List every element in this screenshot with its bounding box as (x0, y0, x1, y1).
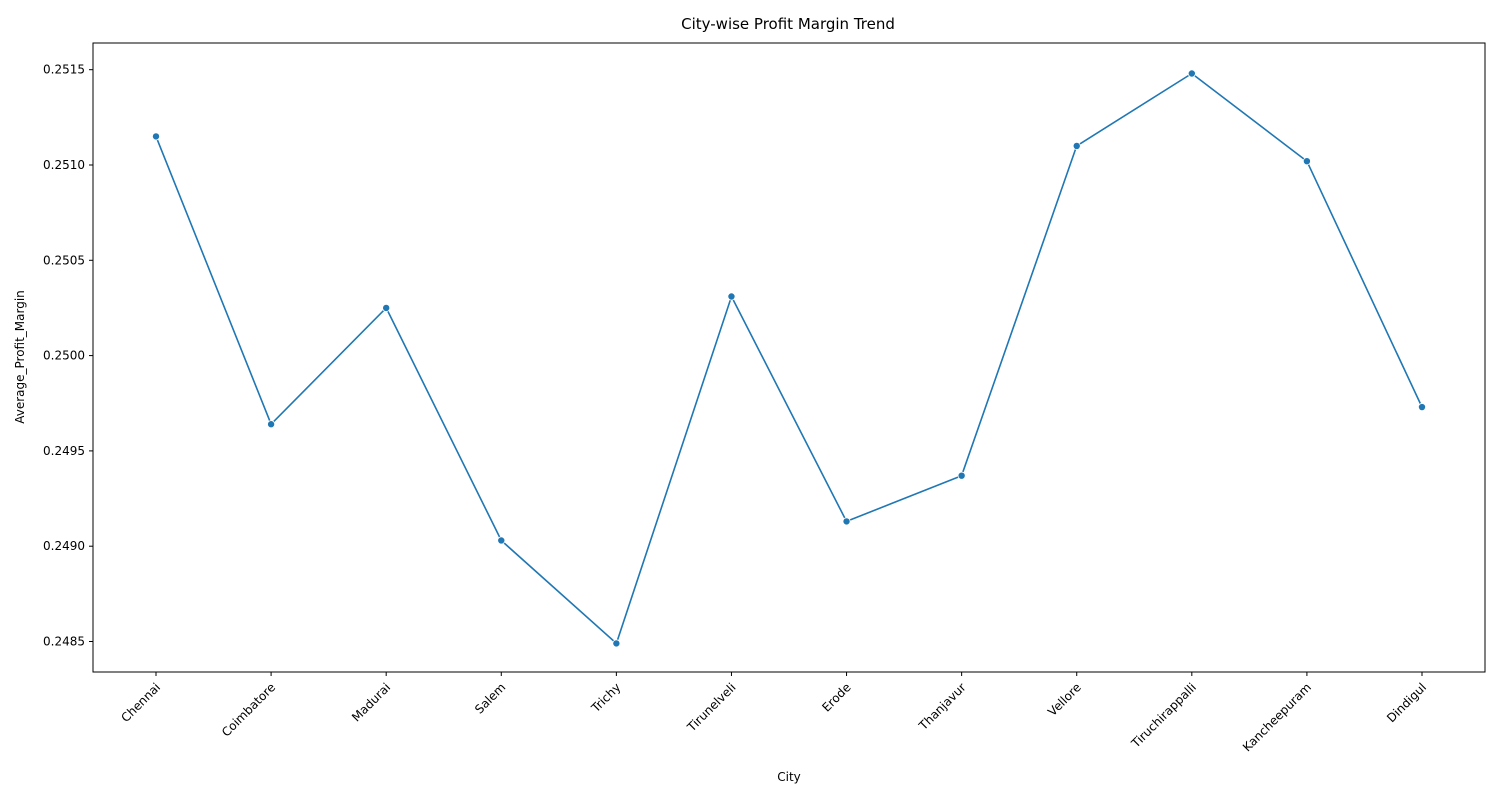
x-tick-label: Erode (819, 680, 853, 714)
x-tick-label: Trichy (588, 680, 623, 715)
data-point (267, 420, 276, 429)
x-axis-label: City (777, 770, 801, 784)
y-tick-label: 0.2515 (43, 63, 85, 77)
x-tick-label: Vellore (1045, 680, 1084, 719)
x-tick-label: Dindigul (1384, 680, 1429, 725)
data-point (1302, 157, 1311, 166)
y-tick-label: 0.2485 (43, 635, 85, 649)
data-point (497, 536, 506, 545)
series-line-group (151, 69, 1427, 648)
data-point (842, 517, 851, 526)
y-tick-label: 0.2495 (43, 444, 85, 458)
x-tick-label: Coimbatore (219, 680, 278, 739)
x-tick-label: Madurai (349, 680, 393, 724)
data-point (957, 471, 966, 480)
x-tick-label: Tiruchirappalli (1128, 680, 1199, 751)
y-axis-label: Average_Profit_Margin (13, 290, 27, 424)
plot-frame (92, 42, 1486, 673)
data-point (382, 303, 391, 312)
x-tick-label: Thanjavur (916, 680, 969, 733)
chart-title: City-wise Profit Margin Trend (681, 15, 895, 33)
x-tick-label: Salem (472, 680, 508, 716)
data-point (612, 639, 621, 648)
x-tick-label: Kancheepuram (1240, 680, 1314, 754)
data-point (727, 292, 736, 301)
data-point (1418, 403, 1427, 412)
x-axis: Chennai Coimbatore Madurai Salem Trichy Tirun… (118, 672, 1429, 754)
y-tick-label: 0.2510 (43, 158, 85, 172)
y-tick-label: 0.2505 (43, 253, 85, 267)
y-tick-label: 0.2490 (43, 539, 85, 553)
x-tick-label: Chennai (118, 680, 163, 725)
data-point (1187, 69, 1196, 78)
data-point (1072, 141, 1081, 150)
series-line (155, 72, 1423, 645)
data-point (151, 132, 160, 141)
y-axis: 0.2485 0.2490 0.2495 0.2500 0.2505 0.2510 0.25… (43, 63, 93, 649)
x-tick-label: Tirunelveli (684, 680, 739, 735)
y-tick-label: 0.2500 (43, 349, 85, 363)
